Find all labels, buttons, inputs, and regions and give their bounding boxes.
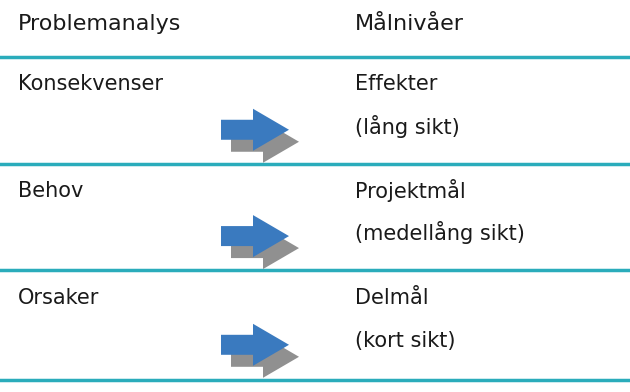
Text: Problemanalys: Problemanalys: [18, 14, 181, 34]
Text: (kort sikt): (kort sikt): [355, 332, 455, 352]
Polygon shape: [221, 109, 289, 151]
Polygon shape: [231, 121, 299, 163]
Text: (medellång sikt): (medellång sikt): [355, 221, 525, 244]
Text: Effekter: Effekter: [355, 74, 437, 94]
Polygon shape: [221, 324, 289, 366]
Text: Konsekvenser: Konsekvenser: [18, 74, 163, 94]
Text: Delmål: Delmål: [355, 287, 428, 307]
Polygon shape: [231, 336, 299, 378]
Text: Målnivåer: Målnivåer: [355, 14, 464, 34]
Text: Orsaker: Orsaker: [18, 287, 100, 307]
Text: Behov: Behov: [18, 180, 83, 200]
Text: Projektmål: Projektmål: [355, 179, 466, 202]
Polygon shape: [221, 215, 289, 257]
Polygon shape: [231, 227, 299, 269]
Text: (lång sikt): (lång sikt): [355, 115, 460, 138]
